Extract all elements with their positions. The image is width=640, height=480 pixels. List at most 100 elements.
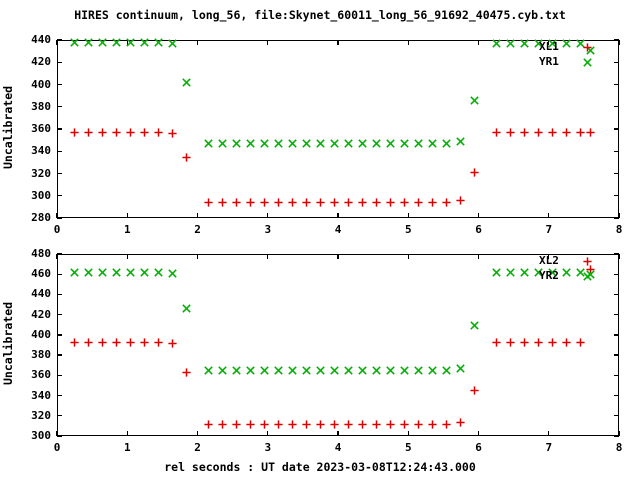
x-axis-tick — [548, 254, 550, 259]
y-axis-tick-label: 320 — [31, 166, 51, 180]
y-axis-tick — [614, 435, 619, 437]
x-axis-tick — [548, 431, 550, 436]
x-axis-tick-label: 1 — [123, 441, 131, 454]
x-axis-tick — [407, 254, 409, 259]
x-axis-tick — [126, 254, 128, 259]
plot-frame-bottom — [57, 254, 619, 436]
x-axis-tick — [56, 213, 58, 218]
y-axis-tick-label: 340 — [31, 388, 51, 402]
y-axis-tick — [614, 150, 619, 152]
y-axis-tick-label: 280 — [31, 211, 51, 224]
x-axis-tick-label: 5 — [404, 223, 412, 236]
x-axis-tick-label: 2 — [194, 223, 201, 236]
x-axis-tick — [618, 431, 620, 436]
legend-label-XL2: XL2 — [539, 254, 559, 267]
x-axis-tick — [267, 213, 269, 218]
x-axis-title: rel seconds : UT date 2023-03-08T12:24:4… — [164, 460, 476, 474]
x-axis-tick — [337, 431, 339, 436]
y-axis-tick — [614, 415, 619, 417]
y-axis-tick — [57, 195, 62, 197]
x-axis-tick — [126, 40, 128, 45]
x-axis-tick-label: 1 — [123, 223, 131, 236]
y-axis-tick — [57, 253, 62, 255]
y-axis-tick — [614, 394, 619, 397]
y-axis-tick — [57, 354, 62, 356]
x-axis-tick — [548, 213, 550, 218]
x-axis-tick — [56, 40, 58, 45]
x-axis-tick — [196, 431, 199, 436]
y-axis-tick — [614, 106, 619, 108]
y-axis-tick-label: 400 — [31, 77, 51, 91]
y-axis-tick — [614, 354, 619, 356]
x-axis-tick — [267, 254, 269, 259]
y-axis-tick — [57, 39, 62, 41]
y-axis-tick — [57, 150, 62, 152]
x-axis-tick-label: 7 — [545, 223, 553, 236]
x-axis-tick — [477, 431, 480, 436]
x-axis-tick — [337, 40, 339, 45]
y-axis-tick — [57, 394, 62, 397]
x-axis-tick — [56, 431, 58, 436]
x-axis-tick — [477, 40, 480, 45]
y-axis-tick-label: 440 — [31, 287, 51, 301]
y-axis-tick — [57, 83, 62, 86]
y-axis-tick — [57, 334, 62, 336]
x-axis-tick — [477, 213, 480, 218]
y-axis-tick — [614, 273, 619, 275]
x-axis-tick-label: 3 — [264, 223, 272, 236]
x-axis-tick — [267, 431, 269, 436]
x-axis-tick-label: 0 — [53, 441, 61, 454]
legend-label-YR1: YR1 — [539, 55, 559, 68]
y-axis-tick — [57, 172, 62, 175]
y-axis-tick — [57, 273, 62, 275]
x-axis-tick-label: 0 — [53, 223, 61, 236]
y-axis-tick — [614, 293, 619, 296]
y-axis-tick — [57, 61, 62, 63]
y-axis-tick-label: 340 — [31, 144, 51, 158]
x-axis-tick — [196, 40, 199, 45]
y-axis-tick — [57, 293, 62, 296]
x-axis-tick — [267, 40, 269, 45]
y-axis-tick-label: 460 — [31, 267, 51, 281]
x-axis-tick-label: 6 — [475, 441, 482, 454]
legend-label-YR2: YR2 — [539, 269, 559, 282]
y-axis-tick — [614, 39, 619, 41]
y-axis-tick — [614, 374, 619, 377]
x-axis-tick — [407, 40, 409, 45]
x-axis-tick-label: 8 — [615, 441, 623, 454]
y-axis-tick — [57, 415, 62, 417]
y-axis-tick — [614, 313, 619, 316]
x-axis-tick-label: 8 — [615, 223, 623, 236]
y-axis-tick-label: 480 — [31, 247, 51, 260]
y-axis-tick — [614, 172, 619, 175]
y-axis-tick-label: 300 — [31, 429, 51, 442]
y-axis-tick — [614, 195, 619, 197]
x-axis-tick — [477, 254, 480, 259]
x-axis-tick-label: 5 — [404, 441, 412, 454]
x-axis-tick-label: 6 — [475, 223, 482, 236]
y-axis-tick — [57, 374, 62, 377]
plot-frame-top — [57, 40, 619, 218]
x-axis-tick — [407, 213, 409, 218]
x-axis-tick — [126, 213, 128, 218]
x-axis-tick — [126, 431, 128, 436]
y-axis-tick — [614, 128, 619, 130]
legend-label-XL1: XL1 — [539, 40, 559, 53]
x-axis-tick-label: 2 — [194, 441, 201, 454]
x-axis-tick — [618, 213, 620, 218]
y-axis-tick — [57, 106, 62, 108]
x-axis-tick — [618, 40, 620, 45]
y-axis-tick-label: 380 — [31, 99, 51, 113]
x-axis-tick-label: 3 — [264, 441, 272, 454]
y-axis-tick — [57, 313, 62, 316]
y-axis-tick-label: 300 — [31, 188, 51, 202]
y-axis-tick — [57, 435, 62, 437]
y-axis-tick-label: 320 — [31, 408, 51, 422]
y-axis-tick — [57, 128, 62, 130]
x-axis-tick — [337, 254, 339, 259]
x-axis-tick — [337, 213, 339, 218]
y-axis-tick-label: 360 — [31, 368, 51, 382]
y-axis-tick-label: 400 — [31, 327, 51, 341]
y-axis-tick-label: 440 — [31, 33, 51, 46]
